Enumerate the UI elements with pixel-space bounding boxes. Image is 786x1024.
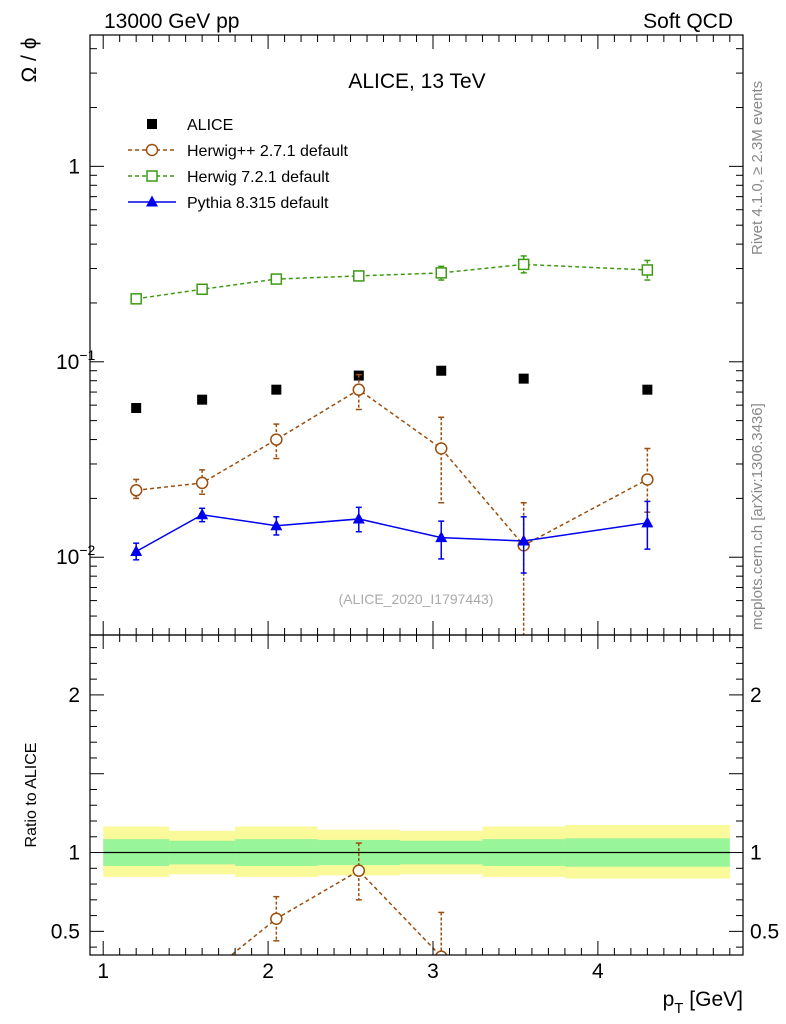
series-3-point [270, 519, 283, 531]
ratio-y-axis-label: Ratio to ALICE [23, 743, 40, 848]
ratio-series-0-point [270, 912, 283, 925]
mcplots-text: mcplots.cern.ch [arXiv:1306.3436] [749, 403, 766, 630]
x-tick-label: 3 [427, 960, 439, 983]
ratio-series-0-point [435, 950, 448, 955]
main-plot-panel: 110−110−2 ALICE, 13 TeV (ALICE_2020_I179… [18, 34, 744, 636]
series-0-point [436, 365, 447, 376]
legend-marker [145, 143, 159, 157]
legend-marker [146, 170, 158, 182]
ratio-y-tick-label-right: 0.5 [750, 920, 779, 943]
series-2-point [517, 258, 530, 271]
main-plot-axes: 110−110−2 [56, 34, 744, 636]
ratio-y-tick-label-right: 1 [750, 842, 762, 865]
series-2-point [435, 267, 447, 279]
y-tick-label: 10−2 [56, 542, 96, 569]
series-1-point [270, 433, 283, 446]
series-3-point [130, 544, 143, 556]
ratio-plot-frame [89, 634, 744, 956]
y-axis-label: Ω / ϕ [18, 38, 41, 83]
x-tick-label: 2 [262, 960, 274, 983]
series-2-point [270, 273, 283, 285]
header-left: 13000 GeV pp [104, 10, 239, 33]
series-1-point [641, 473, 654, 486]
x-axis-label-sub: T [674, 1000, 683, 1017]
ratio-y-tick-label: 0.5 [51, 920, 80, 943]
ratio-y-tick-label: 2 [68, 684, 80, 707]
ratio-series-0-point [352, 864, 366, 877]
header-right: Soft QCD [643, 10, 733, 33]
y-tick-label-exponent: −1 [79, 347, 95, 363]
plot-title: ALICE, 13 TeV [348, 70, 485, 93]
series-3-point [435, 531, 448, 543]
x-tick-label: 1 [97, 960, 109, 983]
x-axis-label-main: p [663, 988, 675, 1011]
ratio-plot-axes: 0.5 0.5 1 1 2 2 1 2 3 4 [51, 634, 779, 983]
ratio-panel: 0.5 0.5 1 1 2 2 1 2 3 4 Ratio to ALICE pT [GeV] [23, 634, 779, 1017]
legend: ALICE Herwig++ 2.7.1 default Herwig 7.2.1 … [128, 117, 349, 212]
series-0-point [518, 373, 529, 384]
series-1-point [129, 484, 143, 497]
y-tick-label-base: 1 [68, 155, 80, 178]
ratio-series-0-line [230, 869, 441, 955]
y-tick-label: 10−1 [56, 347, 96, 374]
x-axis-label-unit: [GeV] [683, 988, 743, 1011]
ratio-series-0-point [197, 973, 208, 984]
series-1-line [136, 388, 648, 547]
legend-marker [147, 119, 157, 129]
series-0-point [197, 394, 208, 405]
legend-marker [146, 195, 158, 207]
series-3-line [135, 513, 648, 553]
y-tick-label-base: 10 [56, 546, 79, 569]
ratio-series-0-point [131, 983, 142, 994]
ratio-y-tick-label-right: 2 [750, 684, 762, 707]
series-3-point [517, 534, 530, 546]
series-3-point [641, 516, 654, 528]
legend-label: Pythia 8.315 default [187, 195, 329, 212]
series-1-point [195, 476, 209, 490]
series-2-point [196, 283, 208, 296]
main-plot-data [129, 255, 654, 635]
series-0-point [642, 384, 653, 395]
legend-label: Herwig++ 2.7.1 default [187, 143, 349, 160]
series-3-point [196, 508, 209, 520]
legend-label: Herwig 7.2.1 default [187, 169, 330, 186]
series-0-point [271, 384, 282, 395]
series-2-point [641, 264, 654, 276]
ratio-y-tick-label: 1 [68, 842, 80, 865]
x-tick-label: 4 [592, 960, 604, 983]
series-2-line [136, 263, 648, 300]
x-axis-label: pT [GeV] [663, 988, 743, 1017]
rivet-version-text: Rivet 4.1.0, ≥ 2.3M events [749, 81, 766, 255]
series-1-point [434, 442, 448, 455]
y-tick-label: 1 [68, 155, 80, 178]
y-tick-label-base: 10 [56, 351, 79, 374]
y-tick-label-exponent: −2 [79, 542, 95, 558]
analysis-reference: (ALICE_2020_I1797443) [339, 591, 494, 607]
series-0-point [131, 403, 142, 414]
series-1-point [352, 383, 366, 396]
ratio-plot-data [103, 824, 730, 994]
series-2-point [130, 293, 142, 305]
series-2-point [353, 270, 365, 282]
legend-label: ALICE [187, 117, 233, 134]
series-3-point [352, 512, 365, 524]
